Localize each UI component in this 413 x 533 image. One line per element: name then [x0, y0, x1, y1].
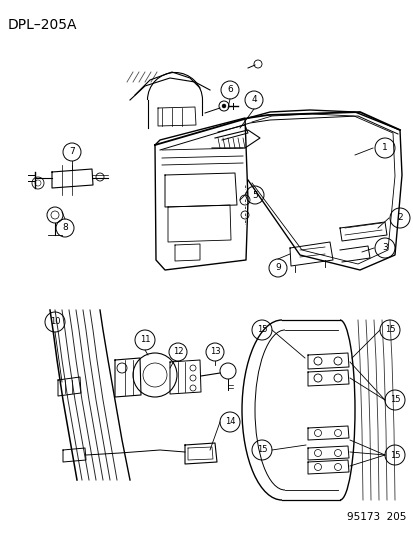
Text: 14: 14: [224, 417, 235, 426]
Text: 7: 7: [69, 148, 75, 157]
Text: 4: 4: [251, 95, 256, 104]
Text: 1: 1: [381, 143, 387, 152]
Circle shape: [221, 104, 225, 108]
Text: 8: 8: [62, 223, 68, 232]
Text: 5: 5: [252, 190, 257, 199]
Text: 15: 15: [256, 446, 267, 455]
Text: 11: 11: [140, 335, 150, 344]
Text: 15: 15: [384, 326, 394, 335]
Text: 9: 9: [275, 263, 280, 272]
Text: 15: 15: [389, 450, 399, 459]
Text: 13: 13: [209, 348, 220, 357]
Text: DPL–205A: DPL–205A: [8, 18, 77, 32]
Text: 12: 12: [172, 348, 183, 357]
Text: 3: 3: [381, 244, 387, 253]
Text: 2: 2: [396, 214, 402, 222]
Text: 95173  205: 95173 205: [346, 512, 405, 522]
Text: 6: 6: [227, 85, 232, 94]
Text: 15: 15: [256, 326, 267, 335]
Text: 15: 15: [389, 395, 399, 405]
Text: 10: 10: [50, 318, 60, 327]
